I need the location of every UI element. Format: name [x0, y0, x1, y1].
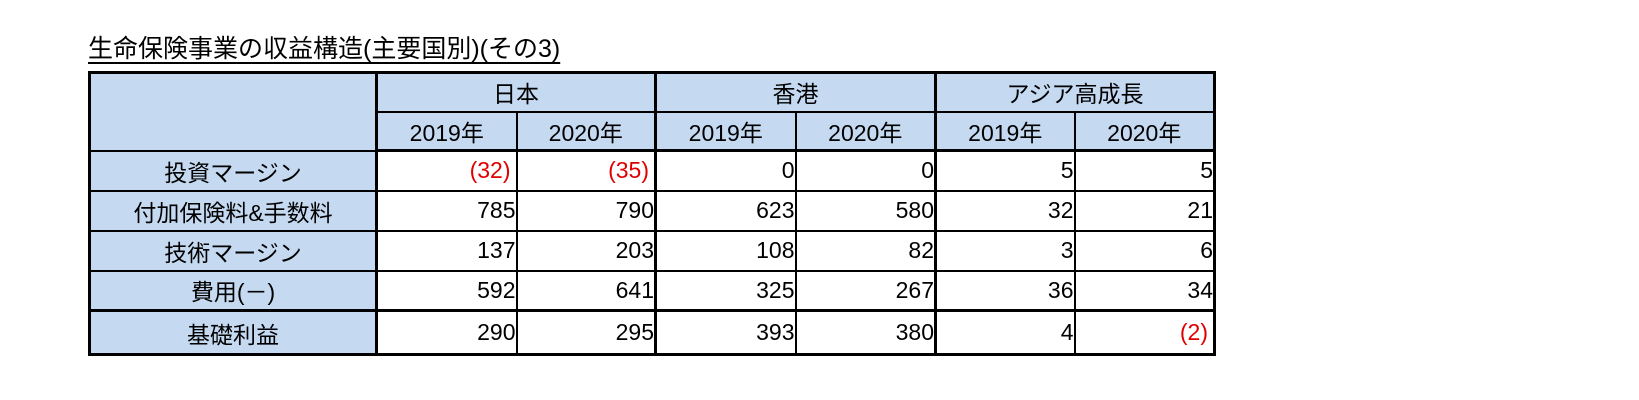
value-cell: 36: [934, 269, 1076, 312]
value-cell: 295: [515, 309, 657, 356]
group-header-hongkong: 香港: [654, 71, 937, 113]
group-header-japan: 日本: [375, 71, 657, 113]
value-cell: 32: [934, 189, 1076, 232]
table-row-expenses: 費用(－) 592 641 325 267 36 34: [88, 269, 1216, 312]
row-label: 基礎利益: [88, 309, 378, 356]
value-cell: 82: [794, 229, 937, 272]
row-label: 付加保険料&手数料: [88, 189, 378, 232]
group-header-asia-high-growth: アジア高成長: [934, 71, 1216, 113]
value-cell: 393: [654, 309, 797, 356]
value-cell: 641: [515, 269, 657, 312]
value-cell: 290: [375, 309, 518, 356]
year-header: 2019年: [934, 110, 1076, 152]
page-title: 生命保険事業の収益構造(主要国別)(その3): [88, 35, 561, 63]
year-header: 2019年: [375, 110, 518, 152]
value-cell: 785: [375, 189, 518, 232]
value-cell: 5: [934, 149, 1076, 192]
value-cell: 6: [1073, 229, 1216, 272]
year-header: 2020年: [1073, 110, 1216, 152]
value-cell: 0: [794, 149, 937, 192]
table-row-core-profit: 基礎利益 290 295 393 380 4 (2): [88, 309, 1216, 356]
row-label: 技術マージン: [88, 229, 378, 272]
year-header: 2020年: [515, 110, 657, 152]
value-cell: 580: [794, 189, 937, 232]
value-cell: 21: [1073, 189, 1216, 232]
value-cell: 34: [1073, 269, 1216, 312]
corner-cell: [88, 71, 378, 152]
value-cell: (32): [375, 149, 518, 192]
value-cell: 267: [794, 269, 937, 312]
value-cell: 137: [375, 229, 518, 272]
revenue-structure-table: 日本 香港 アジア高成長 2019年 2020年 2019年 2020年 201…: [88, 71, 1216, 356]
table-row-investment-margin: 投資マージン (32) (35) 0 0 5 5: [88, 149, 1216, 192]
row-label: 費用(－): [88, 269, 378, 312]
table-row-technical-margin: 技術マージン 137 203 108 82 3 6: [88, 229, 1216, 272]
value-cell: 0: [654, 149, 797, 192]
value-cell: 623: [654, 189, 797, 232]
value-cell: 108: [654, 229, 797, 272]
year-header: 2019年: [654, 110, 797, 152]
value-cell: 3: [934, 229, 1076, 272]
value-cell: 790: [515, 189, 657, 232]
value-cell: 380: [794, 309, 937, 356]
value-cell: 203: [515, 229, 657, 272]
report-content: 生命保険事業の収益構造(主要国別)(その3) 日本 香港 アジア高成長 2019…: [88, 33, 1216, 356]
table-row-loading-and-fees: 付加保険料&手数料 785 790 623 580 32 21: [88, 189, 1216, 232]
value-cell: (2): [1073, 309, 1216, 356]
value-cell: 4: [934, 309, 1076, 356]
value-cell: 325: [654, 269, 797, 312]
row-label: 投資マージン: [88, 149, 378, 192]
year-header: 2020年: [794, 110, 937, 152]
value-cell: 592: [375, 269, 518, 312]
value-cell: 5: [1073, 149, 1216, 192]
value-cell: (35): [515, 149, 657, 192]
